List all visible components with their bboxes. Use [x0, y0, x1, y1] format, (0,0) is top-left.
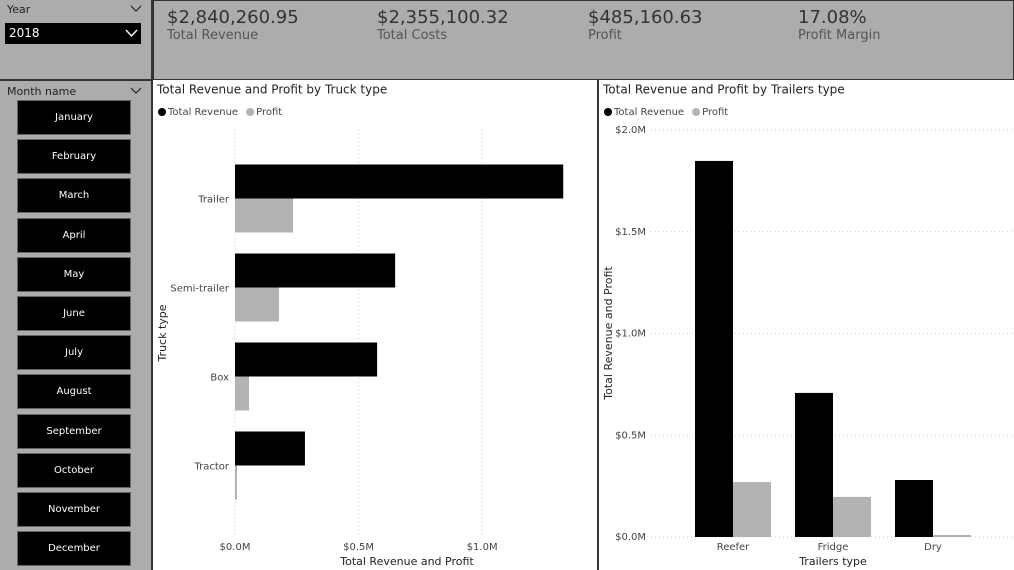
month-label: Month name: [7, 85, 77, 98]
month-button[interactable]: June: [17, 296, 131, 331]
kpi-card: 17.08% Profit Margin: [798, 7, 880, 43]
filter-pane: Year 2018 Month name January February Marc…: [0, 0, 153, 570]
legend-label: Profit: [702, 107, 728, 118]
y-tick-label: $0.0M: [615, 532, 646, 543]
bar: [235, 342, 378, 377]
month-text: March: [58, 190, 90, 202]
y-tick-label: $2.0M: [615, 125, 646, 136]
month-text: May: [63, 268, 85, 280]
truck-chart: Total Revenue and Profit by Truck type To…: [153, 80, 597, 570]
month-button[interactable]: December: [17, 531, 131, 567]
bar: [235, 164, 564, 199]
legend-label: Total Revenue: [613, 107, 684, 118]
month-text: July: [65, 347, 83, 359]
month-text: September: [46, 425, 102, 437]
x-tick-label: $0.5M: [343, 542, 374, 553]
chevron[interactable]: [130, 85, 142, 95]
month-button[interactable]: September: [17, 413, 131, 449]
kpi-bar: $2,840,260.95 Total Revenue $2,355,100.32 T…: [153, 0, 1014, 80]
y-tick-label: $0.5M: [615, 430, 646, 441]
bar: [235, 198, 294, 233]
kpi-value: $2,355,100.32: [377, 7, 509, 28]
y-tick-label: Box: [210, 373, 229, 384]
chevron[interactable]: [130, 3, 142, 13]
kpi-label: Total Costs: [377, 28, 448, 43]
y-axis-title: Truck type: [156, 304, 169, 362]
month-button[interactable]: July: [17, 335, 131, 371]
chart-title: Total Revenue and Profit by Truck type: [156, 83, 387, 97]
year-label: Year: [7, 3, 31, 16]
y-axis-title: Total Revenue and Profit: [602, 266, 615, 401]
legend-label: Total Revenue: [167, 107, 238, 118]
y-tick-label: $1.5M: [615, 227, 646, 238]
x-tick-label: Reefer: [717, 542, 750, 553]
month-button[interactable]: January: [17, 100, 131, 135]
month-button[interactable]: November: [17, 492, 131, 527]
y-tick-label: $1.0M: [615, 329, 646, 340]
chart-title: Total Revenue and Profit by Trailers typ…: [602, 83, 845, 97]
month-button[interactable]: April: [17, 217, 131, 253]
x-axis-title: Trailers type: [798, 555, 867, 568]
year-dropdown[interactable]: 2018: [5, 23, 141, 44]
bar: [833, 496, 871, 537]
x-axis-title: Total Revenue and Profit: [339, 555, 474, 568]
legend-swatch: [692, 108, 701, 116]
x-tick-label: Dry: [924, 542, 942, 553]
kpi-value: $2,840,260.95: [167, 7, 299, 28]
bar: [235, 287, 279, 322]
kpi-label: Total Revenue: [167, 28, 259, 43]
kpi-value: 17.08%: [798, 7, 867, 28]
year-value: 2018: [9, 26, 40, 40]
bar: [235, 465, 237, 500]
month-button[interactable]: August: [17, 374, 131, 410]
month-text: November: [47, 504, 101, 515]
bar: [695, 160, 733, 537]
month-button[interactable]: February: [17, 139, 131, 175]
kpi-card: $2,355,100.32 Total Costs: [377, 7, 509, 43]
month-text: April: [62, 229, 86, 241]
separator: [0, 79, 151, 81]
y-tick-label: Semi-trailer: [170, 284, 229, 295]
month-text: December: [48, 543, 100, 555]
y-tick-label: Trailer: [197, 195, 230, 206]
month-button[interactable]: March: [17, 178, 131, 214]
kpi-label: Profit: [588, 28, 622, 43]
bar: [235, 253, 396, 288]
month-button[interactable]: May: [17, 256, 131, 292]
kpi-card: $485,160.63 Profit: [588, 7, 703, 43]
bar: [795, 392, 833, 537]
month-text: June: [63, 308, 85, 319]
bar: [235, 376, 250, 411]
bar: [733, 482, 771, 537]
divider: [597, 80, 599, 570]
legend-swatch: [604, 108, 612, 116]
legend-swatch: [158, 108, 166, 116]
legend-swatch: [246, 108, 255, 116]
month-button[interactable]: October: [17, 452, 131, 488]
month-text: February: [51, 151, 97, 163]
month-text: August: [56, 386, 92, 398]
bar: [895, 480, 933, 537]
bar: [235, 431, 305, 466]
kpi-label: Profit Margin: [798, 28, 881, 43]
legend-label: Profit: [256, 107, 282, 118]
trailer-chart: Total Revenue and Profit by Trailers typ…: [599, 80, 1014, 570]
x-tick-label: $0.0M: [220, 542, 251, 553]
month-text: January: [55, 112, 93, 123]
bar: [933, 534, 971, 537]
y-tick-label: Tractor: [193, 462, 229, 473]
month-text: October: [53, 464, 95, 476]
chevron: [125, 29, 138, 38]
kpi-value: $485,160.63: [588, 7, 703, 28]
x-tick-label: Fridge: [818, 542, 849, 553]
x-tick-label: $1.0M: [467, 542, 498, 553]
kpi-card: $2,840,260.95 Total Revenue: [167, 7, 299, 43]
